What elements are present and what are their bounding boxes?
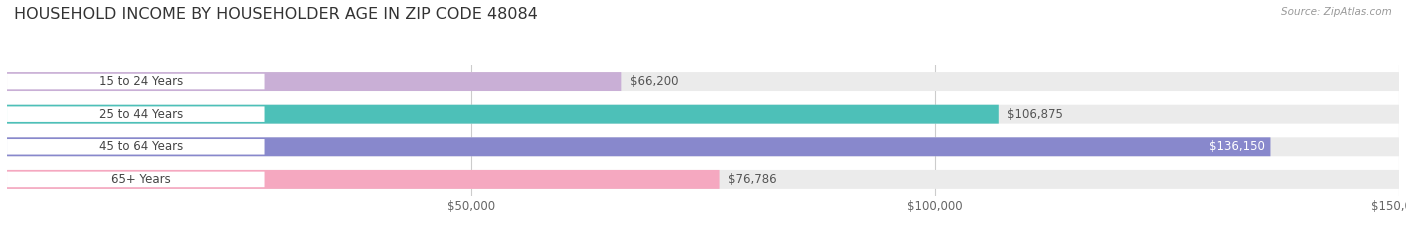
FancyBboxPatch shape <box>7 170 1399 189</box>
Text: 15 to 24 Years: 15 to 24 Years <box>98 75 183 88</box>
Text: 65+ Years: 65+ Years <box>111 173 170 186</box>
Text: $76,786: $76,786 <box>728 173 776 186</box>
Text: $66,200: $66,200 <box>630 75 678 88</box>
Text: Source: ZipAtlas.com: Source: ZipAtlas.com <box>1281 7 1392 17</box>
Text: $106,875: $106,875 <box>1007 108 1063 121</box>
FancyBboxPatch shape <box>7 105 998 124</box>
Text: $136,150: $136,150 <box>1209 140 1265 153</box>
FancyBboxPatch shape <box>7 72 1399 91</box>
FancyBboxPatch shape <box>7 137 1271 156</box>
FancyBboxPatch shape <box>7 74 264 89</box>
Text: 45 to 64 Years: 45 to 64 Years <box>98 140 183 153</box>
FancyBboxPatch shape <box>7 106 264 122</box>
FancyBboxPatch shape <box>7 72 621 91</box>
Text: HOUSEHOLD INCOME BY HOUSEHOLDER AGE IN ZIP CODE 48084: HOUSEHOLD INCOME BY HOUSEHOLDER AGE IN Z… <box>14 7 538 22</box>
FancyBboxPatch shape <box>7 172 264 187</box>
FancyBboxPatch shape <box>7 105 1399 124</box>
FancyBboxPatch shape <box>7 170 720 189</box>
FancyBboxPatch shape <box>7 139 264 154</box>
FancyBboxPatch shape <box>7 137 1399 156</box>
Text: 25 to 44 Years: 25 to 44 Years <box>98 108 183 121</box>
